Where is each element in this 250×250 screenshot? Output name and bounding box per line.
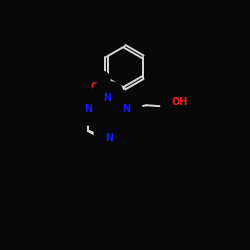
Text: N: N	[84, 104, 92, 114]
Text: N: N	[118, 115, 126, 125]
Text: OH: OH	[172, 97, 188, 107]
Text: N: N	[122, 104, 130, 114]
Text: N: N	[104, 93, 112, 103]
Text: N: N	[105, 133, 114, 143]
Text: O: O	[91, 82, 99, 92]
